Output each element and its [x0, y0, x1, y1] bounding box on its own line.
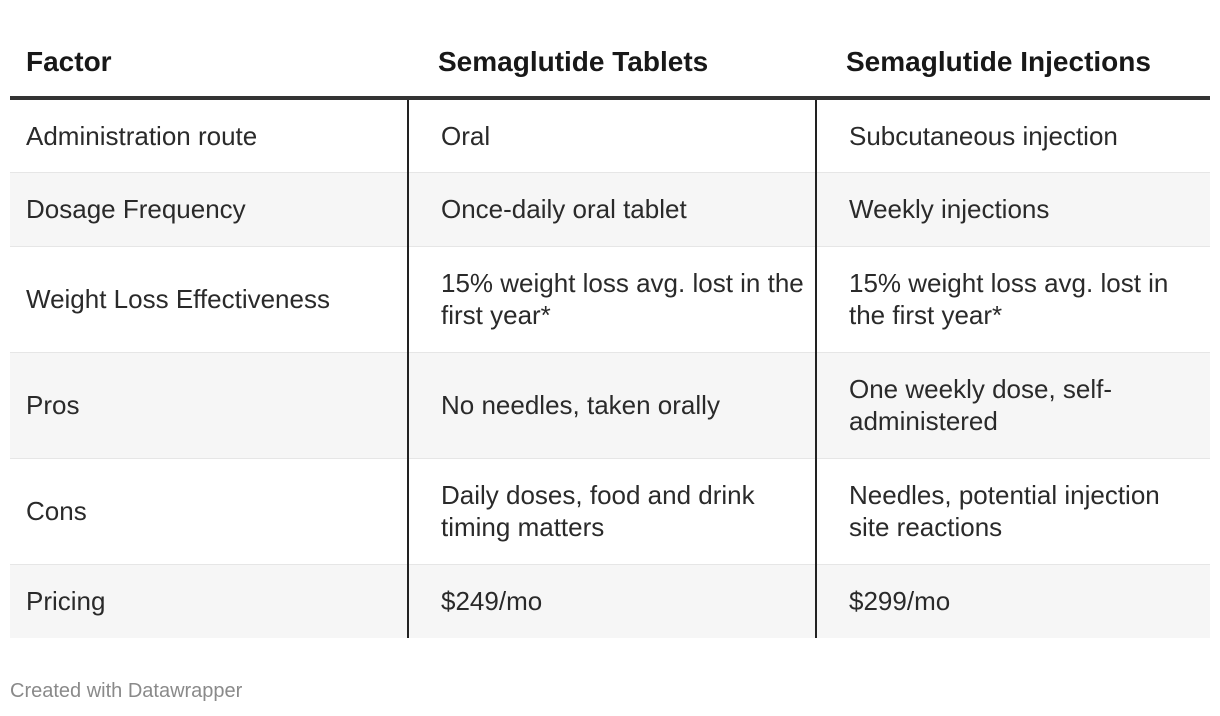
header-injections: Semaglutide Injections [816, 28, 1210, 100]
row-factor-cell: Pricing [10, 564, 408, 638]
table-header: Factor Semaglutide Tablets Semaglutide I… [10, 28, 1210, 100]
row-injections-cell: 15% weight loss avg. lost in the first y… [815, 246, 1210, 353]
row-tablets-cell: Oral [407, 98, 816, 173]
row-injections-cell: One weekly dose, self-administered [815, 352, 1210, 459]
row-factor-cell: Pros [10, 352, 408, 459]
row-factor-cell: Dosage Frequency [10, 172, 408, 247]
row-tablets-cell: 15% weight loss avg. lost in the first y… [407, 246, 816, 353]
row-tablets-cell: Once-daily oral tablet [407, 172, 816, 247]
row-factor-cell: Cons [10, 458, 408, 565]
header-tablets: Semaglutide Tablets [408, 28, 816, 100]
row-tablets-cell: $249/mo [407, 564, 816, 638]
row-injections-cell: Subcutaneous injection [815, 98, 1210, 173]
comparison-table-container: Factor Semaglutide Tablets Semaglutide I… [10, 28, 1210, 638]
table-row: Cons Daily doses, food and drink timing … [10, 458, 1210, 565]
datawrapper-credit: Created with Datawrapper [10, 680, 243, 702]
table-row: Dosage Frequency Once-daily oral tablet … [10, 172, 1210, 247]
row-injections-cell: $299/mo [815, 564, 1210, 638]
row-factor-cell: Administration route [10, 98, 408, 173]
table-body: Administration route Oral Subcutaneous i… [10, 98, 1210, 638]
row-tablets-cell: No needles, taken orally [407, 352, 816, 459]
header-row: Factor Semaglutide Tablets Semaglutide I… [10, 28, 1210, 100]
row-injections-cell: Needles, potential injection site reacti… [815, 458, 1210, 565]
header-factor: Factor [10, 28, 408, 100]
comparison-table: Factor Semaglutide Tablets Semaglutide I… [10, 28, 1210, 638]
table-row: Pros No needles, taken orally One weekly… [10, 352, 1210, 459]
row-injections-cell: Weekly injections [815, 172, 1210, 247]
table-row: Pricing $249/mo $299/mo [10, 564, 1210, 638]
row-tablets-cell: Daily doses, food and drink timing matte… [407, 458, 816, 565]
table-row: Administration route Oral Subcutaneous i… [10, 98, 1210, 173]
table-row: Weight Loss Effectiveness 15% weight los… [10, 246, 1210, 353]
row-factor-cell: Weight Loss Effectiveness [10, 246, 408, 353]
